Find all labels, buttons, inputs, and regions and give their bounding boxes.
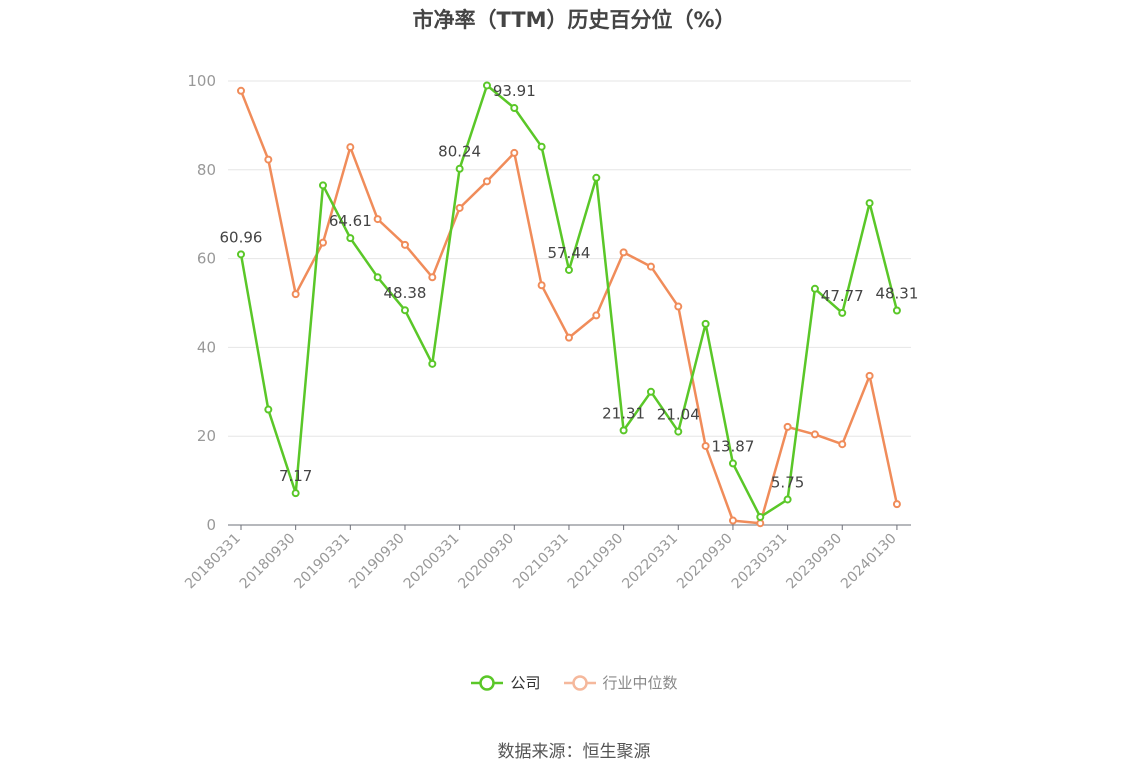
data-point [373,273,382,282]
data-point [783,495,792,504]
data-point [756,513,765,522]
x-tick-label: 20180331 [182,531,244,593]
data-point [838,440,847,449]
legend-line-marker-icon [471,674,504,691]
data-point [865,371,874,380]
legend-label: 公司 [510,674,541,692]
data-point [318,238,327,247]
data-point [510,104,519,113]
y-tick-label: 100 [187,72,216,90]
data-point [291,489,300,498]
data-point [619,426,628,435]
data-point [701,441,710,450]
data-point [400,306,409,315]
series [237,81,901,528]
y-tick-label: 60 [197,250,216,268]
x-tick-label: 20200930 [455,531,517,593]
data-point [646,387,655,396]
data-point [373,215,382,224]
legend-item-industry-median[interactable]: 行业中位数 [563,672,678,693]
data-point [674,302,683,311]
data-point [728,516,737,525]
data-label: 93.91 [493,82,536,100]
data-point [646,262,655,271]
data-label: 47.77 [821,287,864,305]
series-line [239,90,899,525]
x-tick-label: 20190930 [346,531,408,593]
data-point [865,199,874,208]
legend-label: 行业中位数 [602,674,678,692]
legend-item-company[interactable]: 公司 [470,672,541,693]
data-point [701,319,710,328]
data-point [537,142,546,151]
x-tick-label: 20200331 [401,531,463,593]
data-point [510,148,519,157]
data-point [428,273,437,282]
data-point [346,234,355,243]
data-point [728,459,737,468]
y-tick-label: 0 [206,516,216,534]
x-tick-label: 20230331 [729,531,791,593]
chart-title: 市净率（TTM）历史百分位（%） [412,8,736,32]
data-point [537,281,546,290]
data-point [237,250,245,259]
x-tick-label: 20220930 [674,531,736,593]
data-point [400,240,409,249]
data-point [892,500,901,509]
data-point [455,203,464,212]
data-label: 64.61 [329,212,372,230]
data-label: 48.31 [875,285,918,303]
legend: 公司 行业中位数 [0,672,1148,693]
data-label: 21.31 [602,404,645,422]
data-point [237,86,245,95]
x-tick-label: 20230930 [783,531,845,593]
data-label: 5.75 [771,473,804,491]
data-point [482,177,491,186]
data-point [291,290,300,299]
data-label: 48.38 [384,284,427,302]
data-point [810,430,819,439]
data-point [619,248,628,257]
y-tick-label: 40 [197,338,216,356]
x-tick-label: 20210331 [510,531,572,593]
data-point [810,284,819,293]
data-point [264,155,273,164]
data-point [838,308,847,317]
axes: 0 20 40 60 80 100 2018033120180930201903312019… [182,72,911,592]
series-line [239,84,899,519]
data-point [592,311,601,320]
x-tick-label: 20180930 [237,531,299,593]
data-point [564,333,573,342]
data-point [892,306,901,315]
data-point [318,181,327,190]
data-point [264,405,273,414]
data-point [482,81,491,90]
data-label: 57.44 [547,244,590,262]
x-tick-label: 20190331 [291,531,353,593]
x-tick-label: 20220331 [619,531,681,593]
data-point [783,422,792,431]
data-point [346,143,355,152]
data-point [756,519,765,528]
y-tick-label: 20 [197,427,216,445]
data-point [564,265,573,274]
source-note: 数据来源：恒生聚源 [497,742,651,762]
data-point [428,359,437,368]
data-label: 60.96 [220,228,263,246]
x-tick-label: 20240130 [838,531,900,593]
data-point [674,427,683,436]
data-point [455,164,464,173]
data-label: 21.04 [657,406,700,424]
x-tick-label: 20210930 [565,531,627,593]
data-point [592,173,601,182]
data-labels: 60.96 7.17 64.61 48.38 80.24 93.91 57.44 21.31 2… [220,82,919,491]
legend-line-marker-icon [563,674,596,691]
data-label: 7.17 [279,467,312,485]
data-label: 13.87 [711,437,754,455]
data-label: 80.24 [438,143,481,161]
gridlines [228,80,911,437]
y-tick-label: 80 [197,161,216,179]
